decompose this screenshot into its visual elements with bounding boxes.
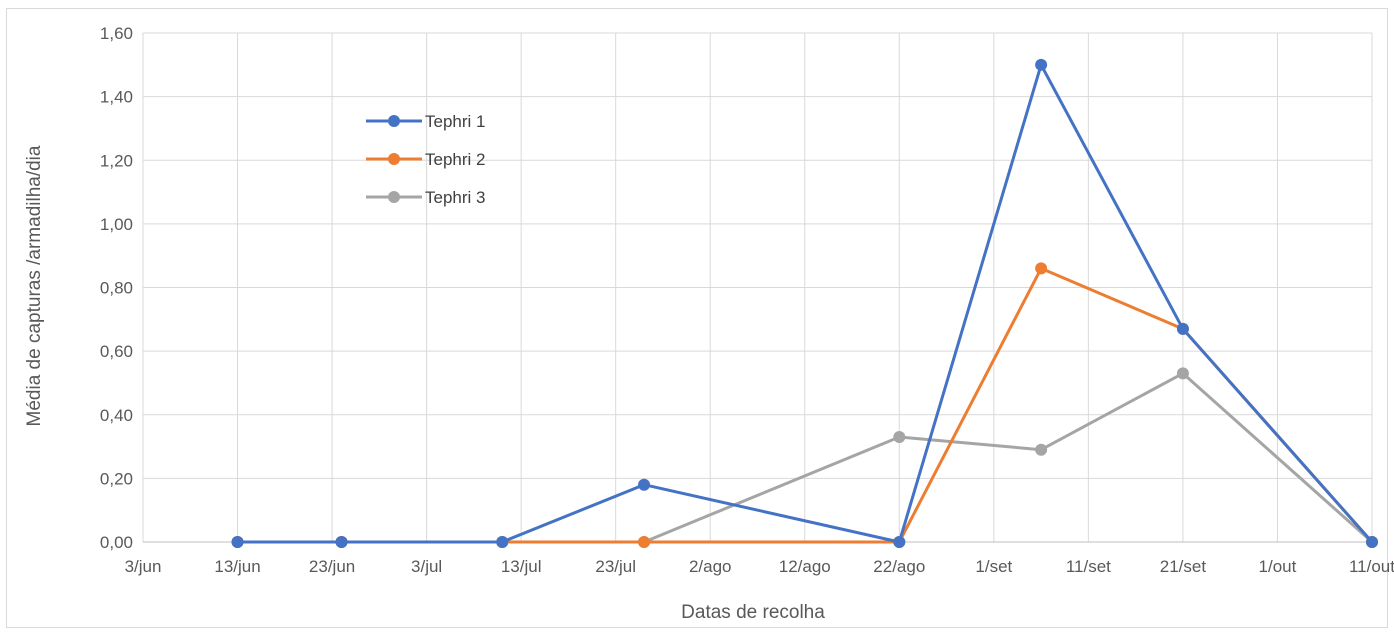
x-tick-label: 22/ago	[873, 557, 925, 576]
legend-item-2: Tephri 2	[366, 150, 485, 169]
x-tick-label: 3/jul	[411, 557, 442, 576]
data-point	[1366, 536, 1378, 548]
series-lines	[231, 58, 1378, 548]
legend-swatch-marker	[388, 115, 400, 127]
legend-swatch-marker	[388, 191, 400, 203]
data-point	[1035, 58, 1048, 71]
legend-swatch-marker	[388, 153, 400, 165]
x-axis-title: Datas de recolha	[681, 602, 825, 623]
x-tick-label: 11/set	[1066, 557, 1111, 576]
x-tick-label: 11/out	[1349, 557, 1394, 576]
x-tick-label: 13/jul	[501, 557, 542, 576]
x-tick-label: 23/jul	[595, 557, 636, 576]
x-tick-label: 13/jun	[214, 557, 260, 576]
x-tick-label: 12/ago	[779, 557, 831, 576]
x-tick-label: 23/jun	[309, 557, 355, 576]
data-point	[231, 536, 244, 548]
data-point	[638, 536, 651, 548]
data-point	[893, 431, 906, 444]
legend-item-1: Tephri 1	[366, 112, 485, 131]
y-tick-label: 1,60	[100, 24, 133, 43]
series-line	[236, 63, 1374, 544]
x-tick-label: 21/set	[1160, 557, 1207, 576]
legend-label: Tephri 3	[425, 188, 485, 207]
data-point	[496, 536, 509, 548]
y-tick-label: 1,40	[100, 88, 133, 107]
y-tick-label: 0,80	[100, 279, 133, 298]
y-tick-label: 0,20	[100, 469, 133, 488]
x-tick-label: 1/out	[1259, 557, 1297, 576]
y-tick-labels: 0,00 0,20 0,40 0,60 0,80 1,00 1,20 1,40 1,60	[100, 24, 133, 552]
x-tick-label: 3/jun	[125, 557, 162, 576]
y-tick-label: 0,60	[100, 342, 133, 361]
x-tick-labels: 3/jun 13/jun 23/jun 3/jul 13/jul 23/jul 2/ago 1…	[125, 557, 1394, 576]
legend: Tephri 1 Tephri 2 Tephri 3	[366, 112, 485, 207]
y-tick-label: 1,20	[100, 151, 133, 170]
data-point	[335, 536, 348, 548]
x-tick-label: 1/set	[975, 557, 1012, 576]
data-point	[1176, 322, 1189, 335]
x-tick-label: 2/ago	[689, 557, 732, 576]
data-point	[893, 536, 906, 548]
y-axis-title: Média de capturas /armadilha/dia	[24, 145, 45, 426]
series-1	[231, 58, 1378, 548]
y-tick-label: 0,00	[100, 533, 133, 552]
data-point	[638, 478, 651, 491]
legend-item-3: Tephri 3	[366, 188, 485, 207]
legend-label: Tephri 1	[425, 112, 485, 131]
y-tick-label: 0,40	[100, 406, 133, 425]
gridlines	[142, 32, 1373, 543]
data-point	[1035, 443, 1048, 456]
y-tick-label: 1,00	[100, 215, 133, 234]
data-point	[1176, 367, 1189, 380]
legend-label: Tephri 2	[425, 150, 485, 169]
data-point	[1035, 262, 1048, 275]
